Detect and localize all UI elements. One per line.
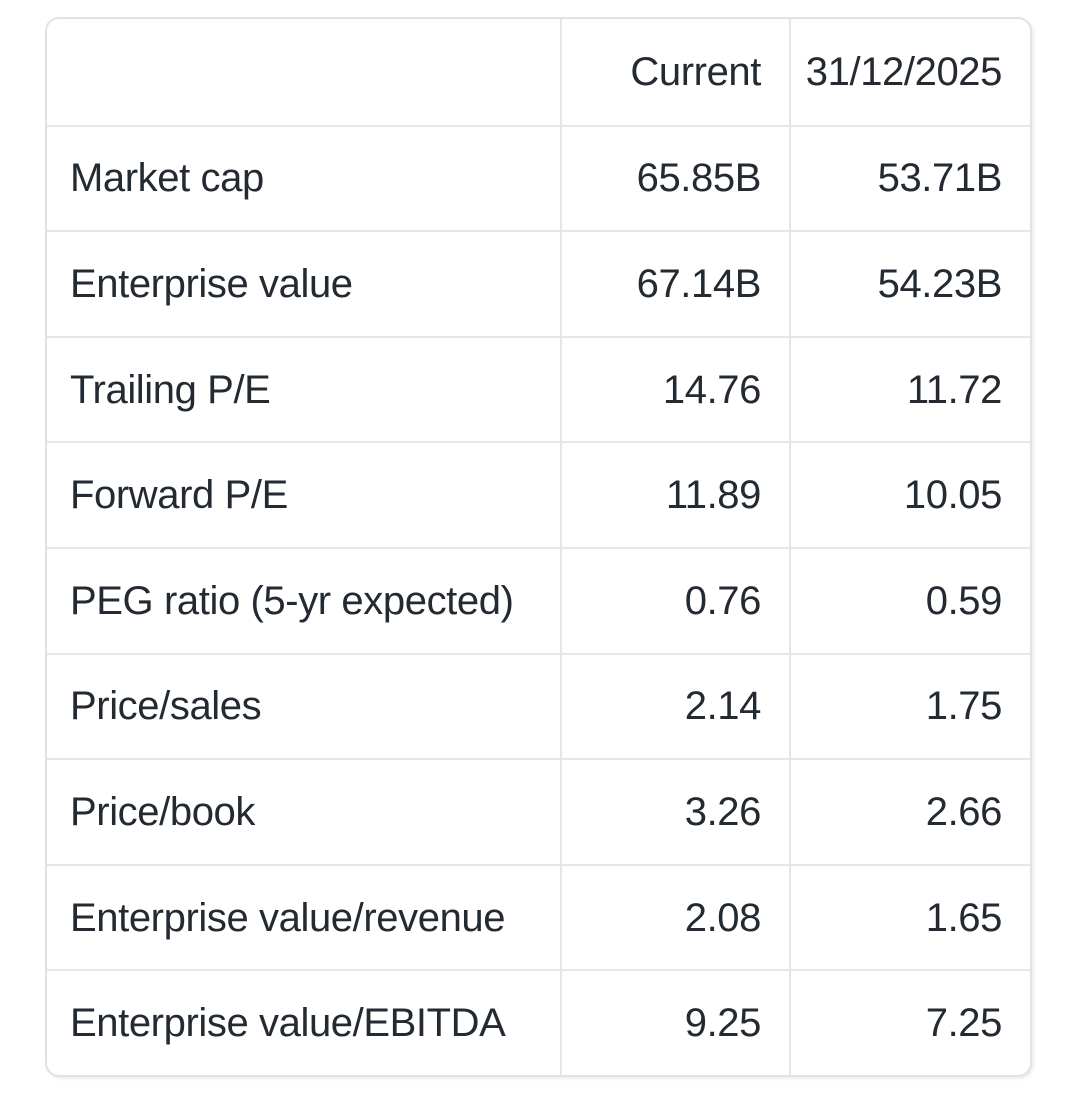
metric-value-projected: 53.71B [789, 126, 1030, 231]
metric-value-projected: 54.23B [789, 232, 1030, 336]
header-row: Current 31/12/2025 [47, 19, 1030, 125]
metric-value-current: 9.25 [560, 971, 789, 1075]
metric-value-current: 14.76 [560, 337, 789, 442]
corner-cell [47, 19, 560, 125]
metric-value-current: 2.14 [560, 654, 789, 759]
metric-value-projected: 0.59 [789, 548, 1030, 653]
table-row: Enterprise value/EBITDA 9.25 7.25 [47, 969, 1030, 1075]
metric-value-current: 67.14B [560, 232, 789, 336]
metric-label: Forward P/E [70, 473, 288, 518]
table-row: Price/book 3.26 2.66 [47, 758, 1030, 864]
metric-value-projected: 1.65 [789, 865, 1030, 970]
metric-value-projected: 1.75 [789, 654, 1030, 759]
column-header-current: Current [560, 19, 789, 125]
column-header-date: 31/12/2025 [789, 19, 1030, 125]
metric-value-current: 65.85B [560, 126, 789, 231]
metric-label: Market cap [70, 156, 264, 201]
table-row: Forward P/E 11.89 10.05 [47, 441, 1030, 547]
metric-value-current: 3.26 [560, 760, 789, 864]
metric-label: PEG ratio (5-yr expected) [70, 578, 514, 623]
metric-value-current: 2.08 [560, 865, 789, 970]
table-row: Trailing P/E 14.76 11.72 [47, 335, 1030, 442]
metric-value-current: 0.76 [560, 548, 789, 653]
metric-value-projected: 10.05 [789, 443, 1030, 547]
table-row: PEG ratio (5-yr expected) 0.76 0.59 [47, 546, 1030, 653]
table-row: Price/sales 2.14 1.75 [47, 652, 1030, 759]
table-row: Enterprise value 67.14B 54.23B [47, 230, 1030, 336]
metric-value-projected: 11.72 [789, 337, 1030, 442]
metric-value-projected: 7.25 [789, 971, 1030, 1075]
valuation-measures-table: Current 31/12/2025 Market cap 65.85B 53.71B E… [45, 17, 1032, 1077]
table-row: Market cap 65.85B 53.71B [47, 124, 1030, 231]
metric-value-current: 11.89 [560, 443, 789, 547]
metric-label: Price/book [70, 789, 255, 834]
metric-label: Enterprise value/revenue [70, 895, 506, 940]
metric-label: Enterprise value [70, 261, 353, 306]
metric-label: Price/sales [70, 684, 262, 729]
metric-label: Trailing P/E [70, 367, 271, 412]
metric-label: Enterprise value/EBITDA [70, 1001, 506, 1046]
metric-value-projected: 2.66 [789, 760, 1030, 864]
table-row: Enterprise value/revenue 2.08 1.65 [47, 863, 1030, 970]
